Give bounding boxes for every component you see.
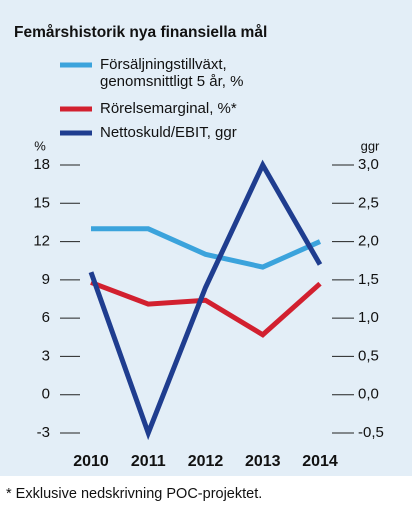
legend-label: Rörelsemarginal, %*: [100, 100, 237, 117]
y2-tick-label: 2,5: [358, 194, 379, 211]
y-tick-label: 18: [33, 156, 50, 173]
series-line: [90, 280, 322, 338]
series-line: [88, 159, 323, 441]
chart-background: [0, 0, 412, 476]
y2-axis-label: ggr: [361, 138, 380, 153]
y2-tick-label: 0,5: [358, 347, 379, 364]
x-tick-label: 2012: [188, 453, 224, 470]
y2-tick-label: 1,5: [358, 271, 379, 288]
y2-tick-label: 0,0: [358, 386, 379, 403]
chart-title: Femårshistorik nya finansiella mål: [14, 24, 267, 41]
y-tick-label: 9: [42, 271, 50, 288]
y-tick-label: 6: [42, 309, 50, 326]
x-tick-label: 2013: [245, 453, 281, 470]
x-tick-label: 2011: [131, 453, 166, 470]
y2-tick-label: -0,5: [358, 424, 384, 441]
series-line: [91, 226, 322, 270]
legend-label: Försäljningstillväxt, genomsnittligt 5 å…: [100, 56, 244, 90]
y2-tick-label: 1,0: [358, 309, 379, 326]
footnote: * Exklusive nedskrivning POC-projektet.: [6, 486, 262, 502]
y-tick-label: 12: [33, 233, 50, 250]
y-tick-label: 15: [33, 194, 50, 211]
y-tick-label: -3: [37, 424, 50, 441]
legend-label: Nettoskuld/EBIT, ggr: [100, 124, 237, 141]
y2-tick-label: 3,0: [358, 156, 379, 173]
y-axis-label: %: [34, 138, 46, 153]
y2-tick-label: 2,0: [358, 233, 379, 250]
x-tick-label: 2010: [73, 453, 109, 470]
y-tick-label: 3: [42, 347, 50, 364]
x-tick-label: 2014: [302, 453, 338, 470]
y-tick-label: 0: [42, 386, 50, 403]
